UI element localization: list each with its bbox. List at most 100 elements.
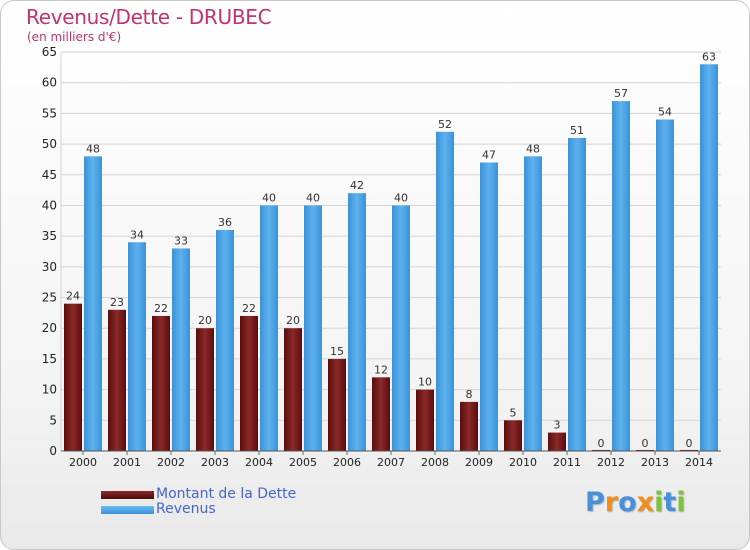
bar-revenus xyxy=(568,137,586,451)
data-label-revenus: 52 xyxy=(438,118,452,131)
bar-dette xyxy=(196,328,214,451)
bar-dette xyxy=(416,389,434,451)
bar-revenus xyxy=(612,101,630,451)
data-label-revenus: 33 xyxy=(174,234,188,247)
data-label-revenus: 48 xyxy=(526,142,540,155)
chart-title: Revenus/Dette - DRUBEC xyxy=(26,5,272,29)
bar-revenus xyxy=(216,230,234,451)
bar-revenus xyxy=(172,248,190,451)
data-label-revenus: 57 xyxy=(614,87,628,100)
data-label-dette: 22 xyxy=(242,302,256,315)
bar-revenus xyxy=(524,156,542,451)
bar-revenus xyxy=(700,64,718,452)
legend-label-dette: Montant de la Dette xyxy=(156,486,297,502)
bar-dette xyxy=(108,309,126,451)
data-label-revenus: 51 xyxy=(570,124,584,137)
y-tick-label: 15 xyxy=(42,352,57,366)
data-label-revenus: 42 xyxy=(350,179,364,192)
y-tick-label: 60 xyxy=(42,76,57,90)
x-tick-label: 2009 xyxy=(465,456,493,469)
y-tick-label: 35 xyxy=(42,229,57,243)
logo-letter: i xyxy=(676,487,686,518)
chart-subtitle: (en milliers d'€) xyxy=(27,30,122,44)
bar-revenus xyxy=(260,205,278,451)
logo-letter: x xyxy=(636,487,655,518)
x-tick-label: 2007 xyxy=(377,456,405,469)
legend-swatch-revenus xyxy=(101,506,154,514)
x-tick-label: 2013 xyxy=(641,456,669,469)
bar-revenus xyxy=(304,205,322,451)
y-tick-label: 5 xyxy=(49,413,57,427)
data-label-dette: 0 xyxy=(686,437,693,450)
data-label-revenus: 34 xyxy=(130,228,144,241)
y-tick-label: 50 xyxy=(42,137,57,151)
x-tick-label: 2004 xyxy=(245,456,273,469)
bar-chart: 24 48 23 34 22 33 20 36 22 40 20 40 15 42 12 40 10 52 8 47 5… xyxy=(42,45,721,469)
logo-letter: r xyxy=(604,487,619,518)
bars xyxy=(64,64,718,452)
data-label-revenus: 40 xyxy=(306,191,320,204)
data-label-dette: 10 xyxy=(418,376,432,389)
data-label-revenus: 40 xyxy=(262,191,276,204)
data-label-dette: 20 xyxy=(198,314,212,327)
data-label-revenus: 36 xyxy=(218,216,232,229)
x-tick-label: 2002 xyxy=(157,456,185,469)
data-label-dette: 12 xyxy=(374,363,388,376)
data-label-dette: 0 xyxy=(642,437,649,450)
x-tick-label: 2008 xyxy=(421,456,449,469)
data-label-dette: 8 xyxy=(466,388,473,401)
y-tick-label: 30 xyxy=(42,260,57,274)
logo-letter: t xyxy=(663,487,677,518)
data-label-revenus: 47 xyxy=(482,148,496,161)
y-tick-label: 20 xyxy=(42,321,57,335)
x-tick-label: 2005 xyxy=(289,456,317,469)
bar-dette xyxy=(64,303,82,451)
bar-revenus xyxy=(480,162,498,451)
y-tick-label: 45 xyxy=(42,168,57,182)
x-tick-label: 2000 xyxy=(69,456,97,469)
data-label-dette: 5 xyxy=(510,406,517,419)
legend-swatch-dette xyxy=(101,491,154,499)
data-label-revenus: 40 xyxy=(394,191,408,204)
x-tick-label: 2001 xyxy=(113,456,141,469)
y-tick-label: 25 xyxy=(42,291,57,305)
bar-revenus xyxy=(656,119,674,452)
data-label-revenus: 54 xyxy=(658,106,672,119)
y-tick-label: 55 xyxy=(42,106,57,120)
bar-dette xyxy=(372,377,390,451)
data-label-dette: 15 xyxy=(330,345,344,358)
data-label-dette: 3 xyxy=(554,419,561,432)
x-tick-label: 2012 xyxy=(597,456,625,469)
proxiti-logo: Proxiti xyxy=(585,487,686,518)
data-labels: 24 48 23 34 22 33 20 36 22 40 20 40 15 42 12 40 10 52 8 47 5… xyxy=(66,50,716,450)
data-label-dette: 23 xyxy=(110,296,124,309)
y-tick-label: 65 xyxy=(42,45,57,59)
bar-dette xyxy=(240,315,258,451)
bar-dette xyxy=(284,328,302,451)
x-tick-label: 2011 xyxy=(553,456,581,469)
data-label-dette: 22 xyxy=(154,302,168,315)
y-tick-label: 40 xyxy=(42,198,57,212)
bar-revenus xyxy=(128,242,146,451)
x-tick-label: 2010 xyxy=(509,456,537,469)
bar-dette xyxy=(548,432,566,451)
logo-letter: o xyxy=(618,487,637,518)
bar-revenus xyxy=(348,193,366,451)
x-tick-label: 2003 xyxy=(201,456,229,469)
x-tick-label: 2014 xyxy=(685,456,713,469)
data-label-dette: 24 xyxy=(66,290,80,303)
y-tick-label: 0 xyxy=(49,444,57,458)
bar-dette xyxy=(328,358,346,451)
logo-letter: i xyxy=(654,487,664,518)
data-label-dette: 20 xyxy=(286,314,300,327)
bar-dette xyxy=(504,420,522,451)
grid-lines xyxy=(60,51,721,451)
y-tick-label: 10 xyxy=(42,383,57,397)
logo-letter: P xyxy=(585,487,605,518)
x-tick-label: 2006 xyxy=(333,456,361,469)
legend-label-revenus: Revenus xyxy=(156,501,216,517)
bar-revenus xyxy=(392,205,410,451)
bar-dette xyxy=(460,401,478,451)
